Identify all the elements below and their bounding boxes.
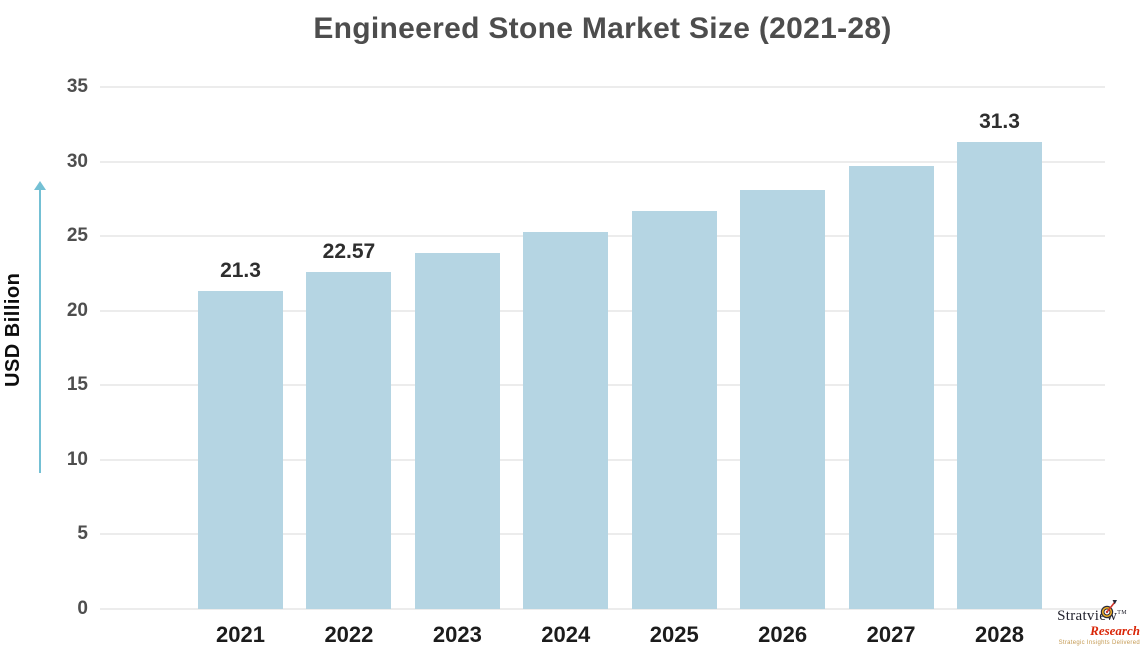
x-axis-label-2026: 2026: [758, 622, 808, 647]
x-axis-label-2025: 2025: [649, 622, 699, 647]
gridline: [100, 160, 1105, 163]
stratview-logo: StratviewTM Research Strategic Insights …: [1038, 600, 1146, 646]
bar-value-label: 31.3: [979, 110, 1020, 134]
logo-trademark: TM: [1117, 610, 1127, 616]
gridline: [100, 86, 1105, 88]
logo-research-text: Research: [1090, 623, 1140, 638]
logo-wordmark: StratviewTM: [1038, 600, 1146, 625]
x-axis-label-2023: 2023: [432, 622, 482, 647]
bar-2026: [740, 189, 826, 609]
y-tick-label: 5: [77, 523, 88, 545]
arrow-up-icon: [34, 181, 46, 190]
y-tick-label: 0: [77, 598, 88, 619]
y-tick-label: 20: [66, 299, 88, 321]
x-axis-label-2027: 2027: [866, 622, 916, 647]
arrow-line: [39, 188, 41, 473]
logo-tagline: Strategic Insights Delivered: [1058, 640, 1140, 646]
dartboard-icon: [1100, 600, 1117, 619]
y-tick-label: 35: [66, 76, 88, 97]
bar-value-label: 21.3: [220, 259, 261, 283]
y-tick-label: 25: [66, 225, 88, 247]
bar-value-label: 22.57: [322, 240, 376, 264]
y-tick-label: 30: [66, 150, 88, 172]
bar-2024: [523, 231, 609, 609]
chart-title: Engineered Stone Market Size (2021-28): [313, 12, 892, 45]
x-axis-label-2024: 2024: [541, 622, 591, 647]
x-axis-label-2021: 2021: [216, 622, 265, 647]
plot-area: 21.3 22.57 31.3: [100, 86, 1105, 610]
x-axis-label-2028: 2028: [975, 622, 1024, 647]
bar-2025: [631, 210, 717, 609]
bar-2023: [414, 252, 500, 609]
bar-2022: [306, 272, 392, 609]
x-axis-label-2022: 2022: [324, 622, 374, 647]
y-tick-label: 10: [66, 448, 88, 470]
y-tick-label: 15: [66, 374, 88, 396]
gridline: [100, 608, 1105, 610]
bar-2028: [957, 142, 1042, 609]
bar-2021: [198, 291, 283, 609]
bar-2027: [848, 166, 934, 609]
y-axis-arrow: [34, 181, 46, 473]
